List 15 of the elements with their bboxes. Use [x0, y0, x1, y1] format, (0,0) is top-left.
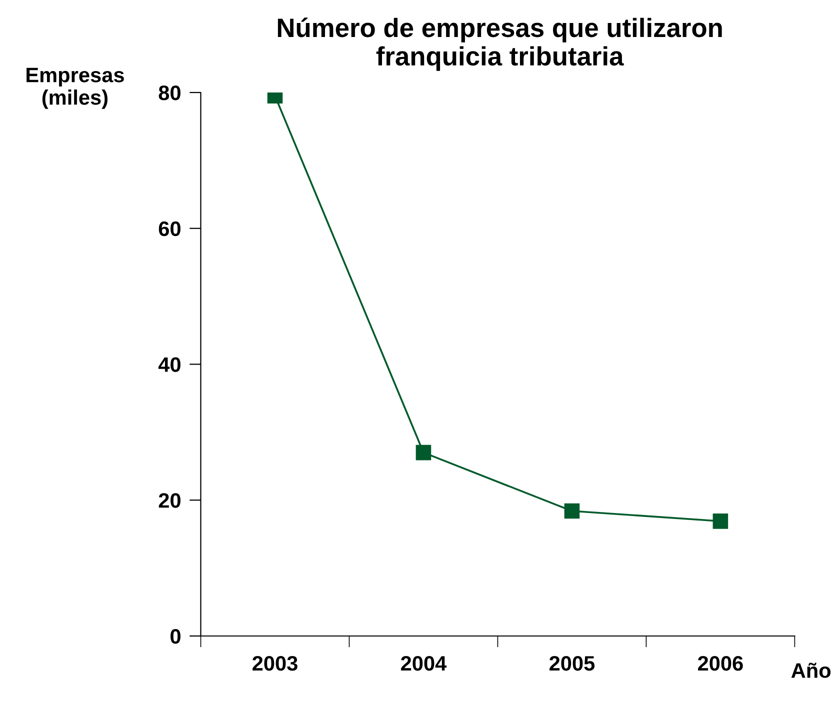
y-tick-label: 80: [158, 86, 180, 100]
point: [416, 444, 432, 460]
x-axis-title: Año: [791, 662, 831, 678]
y-tick-label: 20: [158, 493, 180, 508]
point: [564, 503, 580, 519]
y-tick-label: 60: [158, 221, 180, 236]
y-tick-label: 40: [158, 357, 180, 372]
x-tick-label: 2004: [401, 656, 447, 671]
point: [712, 514, 728, 529]
x-tick-label: 2005: [550, 656, 595, 671]
chart-title: Número de empresas que utilizaron franquicia tributaria: [278, 18, 722, 71]
x-tick-label: 2006: [698, 656, 743, 671]
x-tick-label: 2003: [252, 656, 298, 671]
y-axis-title: Empresas (miles): [26, 68, 124, 109]
y-tick-label: 0: [170, 628, 180, 644]
